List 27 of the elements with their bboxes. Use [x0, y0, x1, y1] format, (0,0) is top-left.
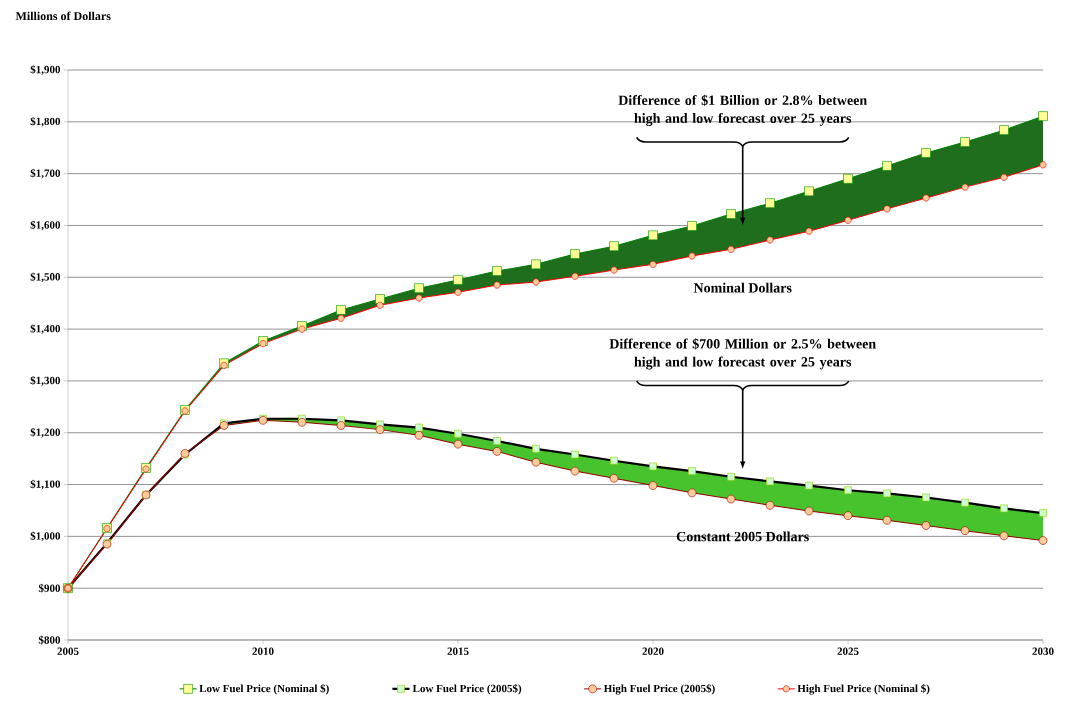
y-axis-title: Millions of Dollars [15, 11, 111, 21]
y-tick-label: $900 [38, 583, 61, 593]
legend-label: High Fuel Price (Nominal $) [797, 684, 930, 695]
y-tick-label: $1,900 [30, 65, 61, 75]
x-tick-label: 2025 [837, 647, 859, 655]
y-tick-label: $1,100 [30, 479, 61, 490]
x-tick-label: 2015 [447, 647, 469, 655]
y-tick-label: $1,600 [30, 220, 61, 231]
x-tick-label: 2005 [57, 647, 79, 655]
legend-label: Low Fuel Price (Nominal $) [199, 684, 329, 695]
x-tick-label: 2030 [1032, 647, 1054, 655]
annotation: Nominal Dollars [693, 282, 792, 293]
y-tick-label: $1,400 [30, 324, 61, 334]
y-tick-label: $800 [38, 635, 61, 645]
x-tick-label: 2020 [642, 647, 664, 655]
x-tick-label: 2010 [252, 647, 274, 655]
y-tick-label: $1,200 [30, 427, 61, 438]
y-tick-label: $1,000 [30, 531, 61, 542]
y-tick-label: $1,300 [30, 376, 61, 386]
annotation: Constant 2005 Dollars [676, 531, 809, 542]
y-tick-label: $1,500 [30, 272, 61, 283]
legend-label: Low Fuel Price (2005$) [412, 684, 522, 695]
y-tick-label: $1,700 [30, 168, 61, 179]
annotation: Difference of $700 Million or 2.5% between high and low forecast over 25 years [609, 338, 876, 370]
annotation: Difference of $1 Billion or 2.8% between high and low forecast over 25 years [618, 94, 867, 126]
legend-label: High Fuel Price (2005$) [603, 684, 715, 695]
y-tick-label: $1,800 [30, 116, 61, 127]
